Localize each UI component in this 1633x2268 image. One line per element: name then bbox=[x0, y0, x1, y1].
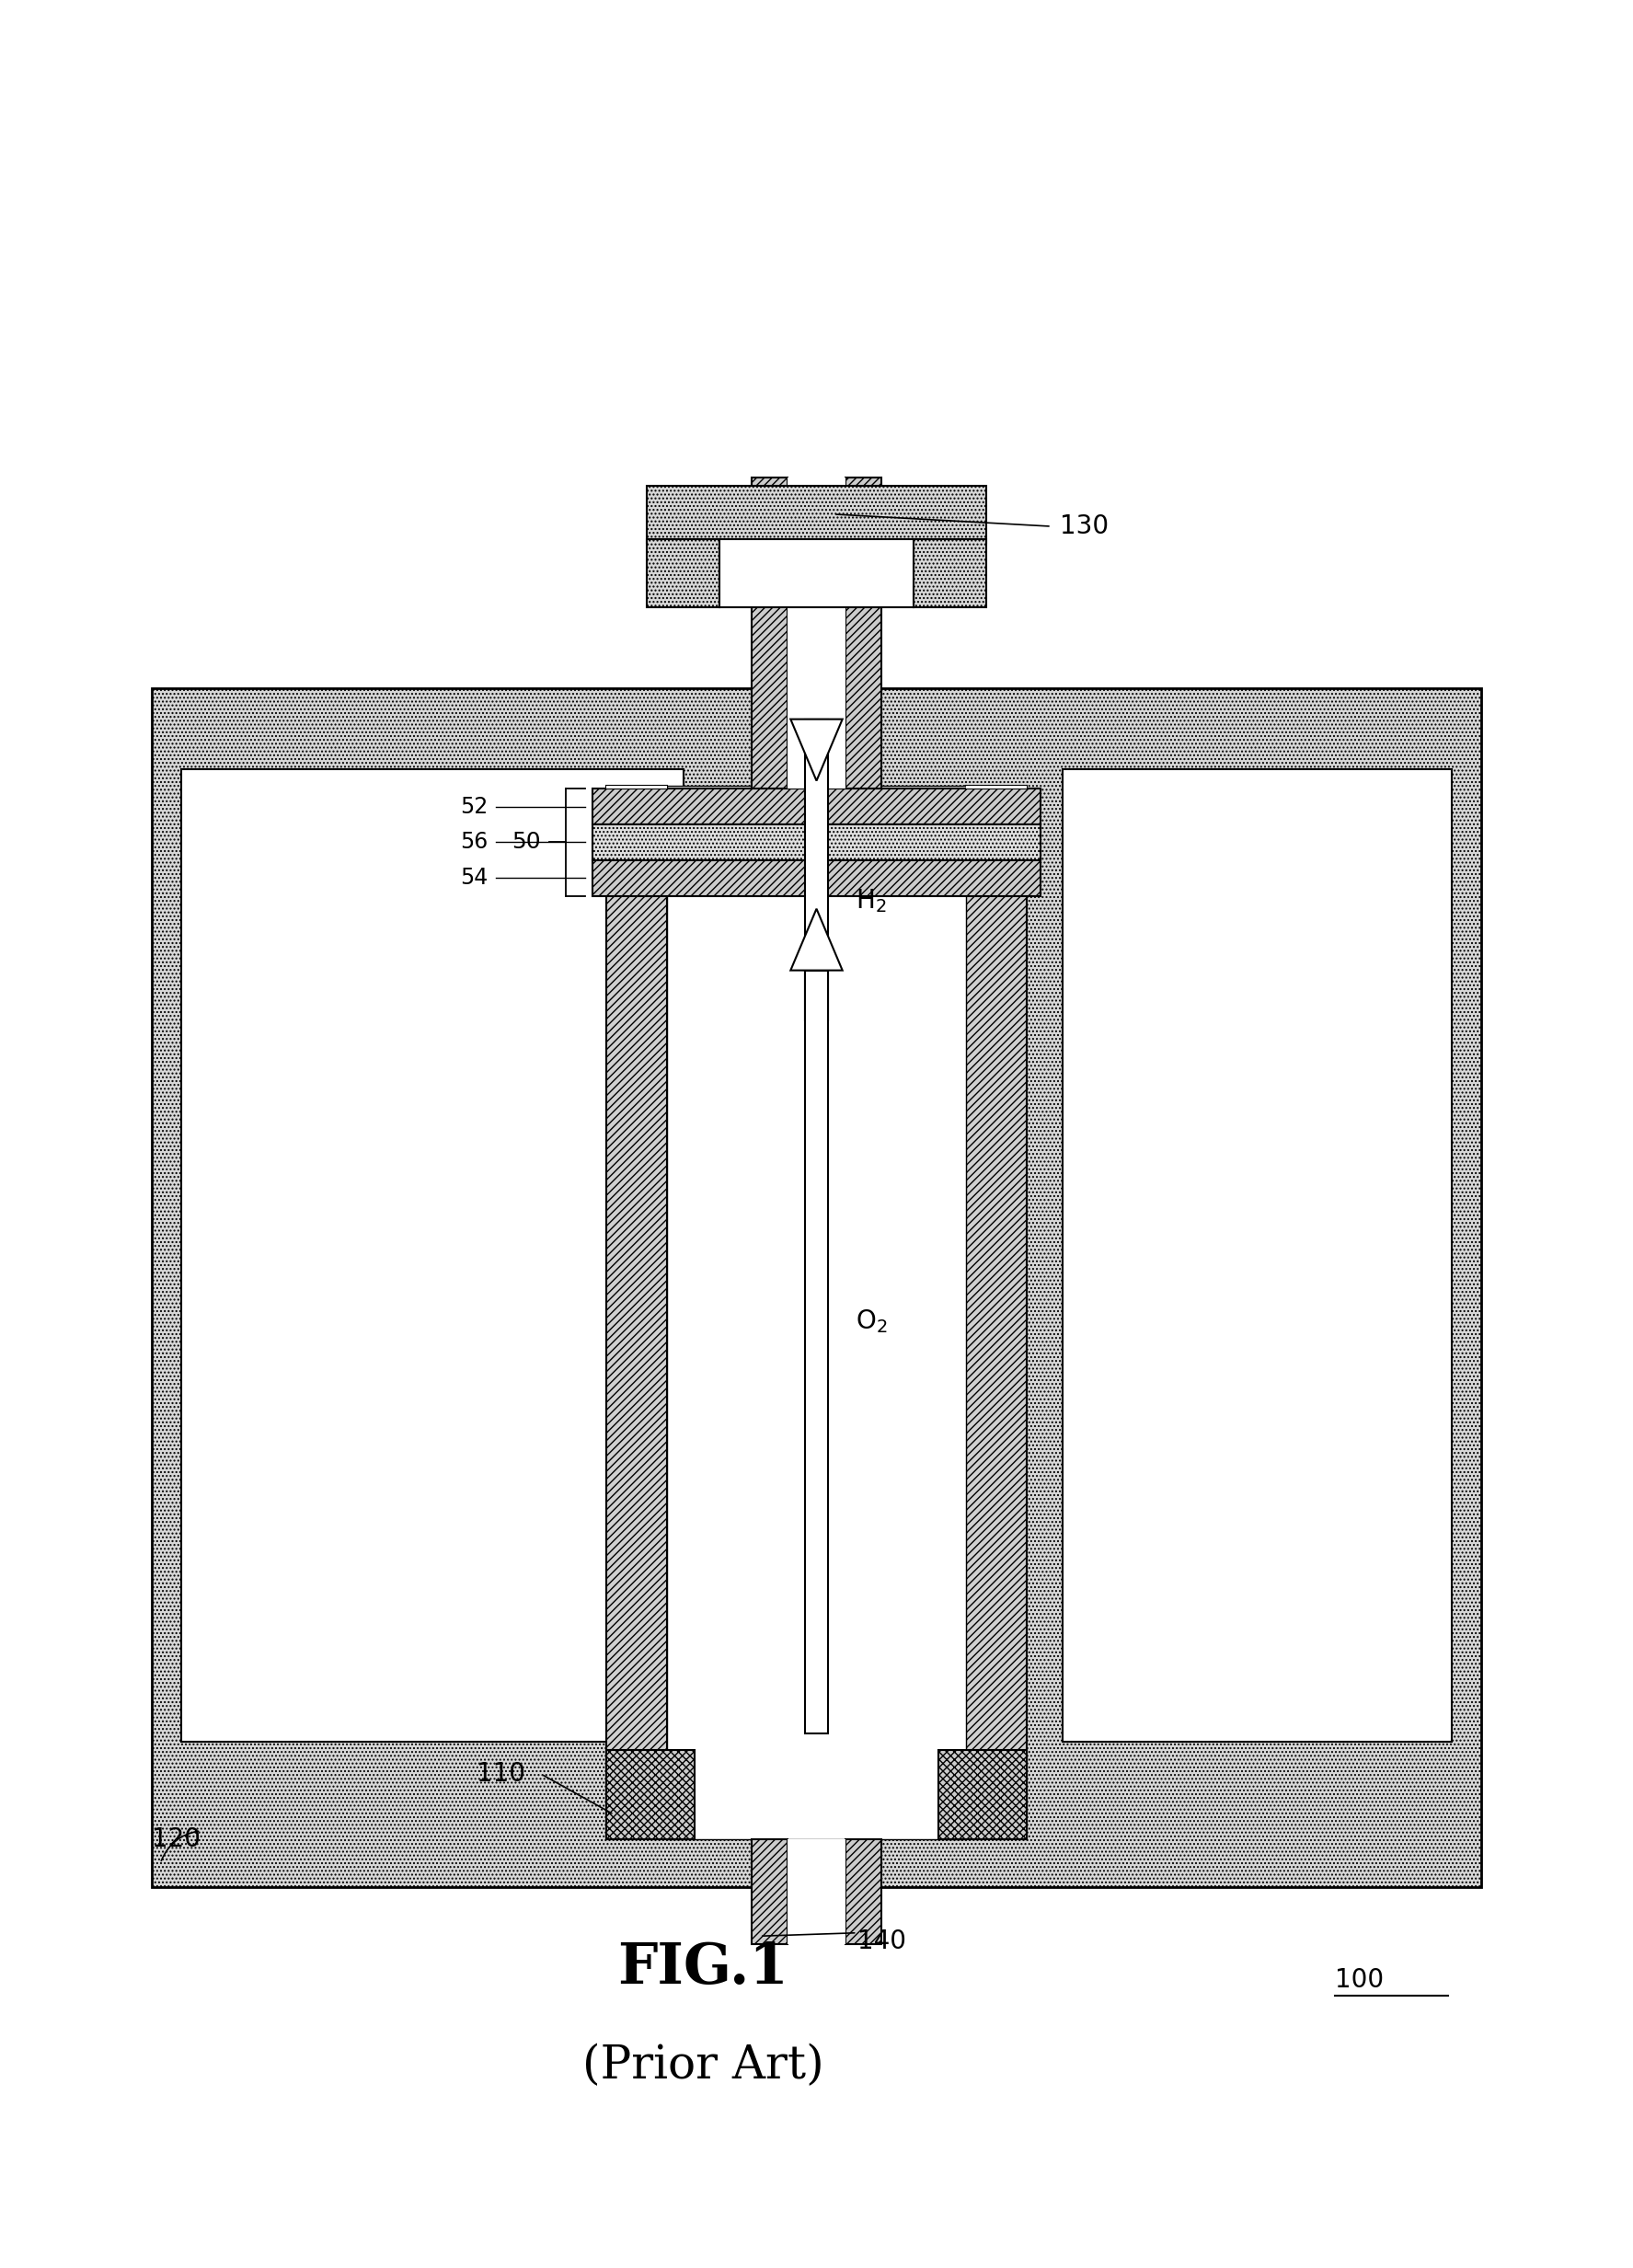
Bar bbox=[751, 479, 787, 789]
Text: 52: 52 bbox=[461, 796, 488, 819]
Bar bbox=[606, 785, 668, 1839]
Text: 56: 56 bbox=[461, 832, 488, 853]
Bar bbox=[787, 479, 846, 789]
Bar bbox=[965, 785, 1027, 1839]
Bar bbox=[937, 1749, 1027, 1839]
Text: FIG.1: FIG.1 bbox=[617, 1941, 789, 1996]
Bar bbox=[668, 785, 965, 1839]
Bar bbox=[181, 769, 684, 1742]
Text: 54: 54 bbox=[461, 866, 488, 889]
Bar bbox=[805, 719, 828, 1021]
Text: 50: 50 bbox=[513, 832, 541, 853]
Bar bbox=[647, 485, 986, 542]
Bar bbox=[152, 689, 1481, 1887]
Text: 110: 110 bbox=[477, 1762, 526, 1787]
Bar bbox=[593, 860, 1040, 896]
Polygon shape bbox=[790, 719, 843, 780]
Text: H$_2$: H$_2$ bbox=[856, 887, 887, 914]
Bar bbox=[593, 789, 1040, 826]
Bar bbox=[647, 540, 719, 608]
Bar bbox=[805, 971, 828, 1733]
Bar bbox=[606, 1749, 696, 1839]
Bar bbox=[719, 540, 914, 608]
Bar bbox=[846, 1839, 882, 1944]
Text: O$_2$: O$_2$ bbox=[856, 1306, 887, 1336]
Bar bbox=[846, 479, 882, 789]
Bar bbox=[606, 785, 668, 789]
Bar bbox=[914, 540, 986, 608]
Bar bbox=[787, 1839, 846, 1944]
Text: (Prior Art): (Prior Art) bbox=[583, 2043, 825, 2089]
Text: 100: 100 bbox=[1334, 1966, 1383, 1994]
Bar bbox=[1063, 769, 1452, 1742]
Text: 140: 140 bbox=[857, 1928, 906, 1953]
Polygon shape bbox=[790, 909, 843, 971]
Text: 130: 130 bbox=[1060, 513, 1109, 540]
Bar bbox=[965, 785, 1027, 789]
Bar bbox=[593, 826, 1040, 860]
Bar bbox=[751, 1839, 787, 1944]
Text: 120: 120 bbox=[152, 1826, 201, 1851]
